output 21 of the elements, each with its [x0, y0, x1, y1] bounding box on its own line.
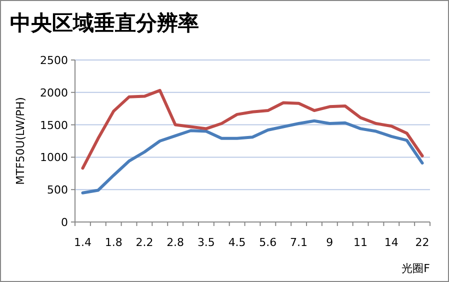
x-axis-title: 光圈F — [402, 262, 430, 275]
y-tick-label: 2500 — [40, 54, 68, 67]
x-tick-label: 11 — [354, 236, 368, 249]
y-tick-label: 1500 — [40, 118, 68, 132]
y-tick-label: 1000 — [40, 151, 68, 164]
x-tick-label: 3.5 — [197, 236, 215, 249]
x-tick-label: 4.5 — [228, 236, 246, 249]
y-axis-title: MTF50U(LW/PH) — [14, 97, 27, 185]
x-tick-label: 14 — [384, 236, 398, 249]
x-tick-label: 2.2 — [136, 236, 154, 249]
x-tick-label: 1.8 — [104, 236, 122, 249]
x-tick-label: 22 — [415, 236, 430, 249]
y-tick-label: 2000 — [40, 86, 68, 100]
x-tick-label: 5.6 — [259, 236, 277, 249]
x-tick-label: 7.1 — [290, 236, 308, 249]
x-tick-label: 2.8 — [166, 236, 184, 249]
chart-title: 中央区域垂直分辨率 — [10, 11, 199, 35]
y-tick-label: 0 — [61, 216, 68, 229]
x-tick-label: 1.4 — [74, 236, 92, 249]
y-tick-label: 500 — [47, 184, 68, 197]
x-tick-label: 9 — [326, 236, 334, 249]
